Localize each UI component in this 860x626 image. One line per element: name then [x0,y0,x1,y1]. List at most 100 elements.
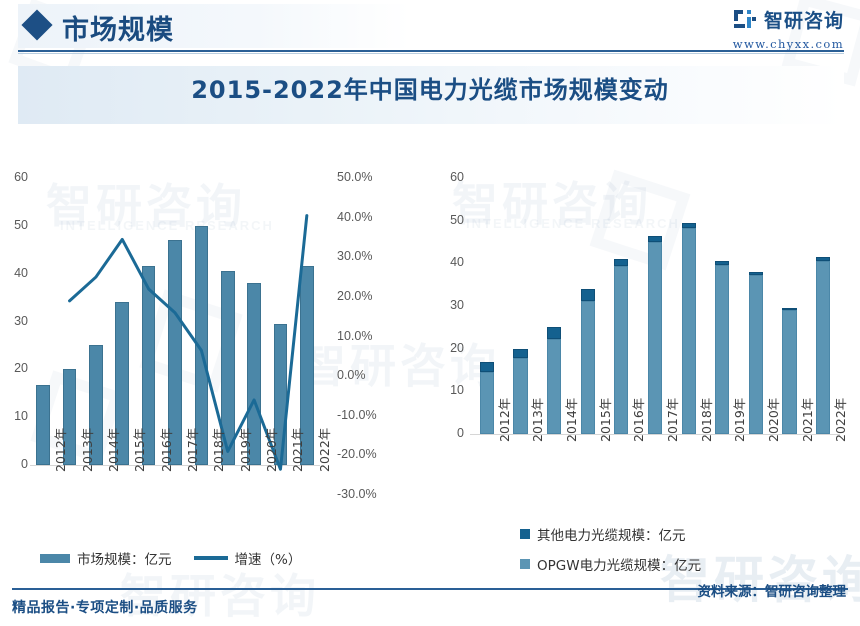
right-chart-legend: 其他电力光缆规模：亿元 OPGW电力光缆规模：亿元 [520,524,723,574]
brand-url[interactable]: www.chyxx.com [732,37,844,51]
y2-tick-label: -30.0% [337,487,377,501]
y-tick-label: 40 [14,265,28,280]
bar-segment-other [782,308,797,311]
x-tick-label: 2018年 [698,397,714,442]
legend-label: 市场规模：亿元 [77,552,172,568]
bar-segment-other [547,327,562,340]
left-chart-panel: 0 10 20 30 40 50 60 -30.0% -20.0% -10.0% 0.0% 10.0… [0,150,420,570]
x-tick-label: 2020年 [264,427,280,472]
legend-square-swatch-icon [520,559,530,569]
bar-segment-opgw [479,371,494,434]
y-tick-label: 30 [14,313,28,328]
bar [220,271,235,465]
bar-segment-opgw [748,275,763,434]
legend-label: OPGW电力光缆规模：亿元 [537,558,702,574]
bar [62,369,77,465]
x-tick-label: 2016年 [631,397,647,442]
y-tick-label: 10 [14,409,28,424]
left-axis-baseline [30,465,320,466]
bar [194,225,209,465]
page-header: 市场规模 智研咨询 www.chyxx.com [0,0,860,56]
bar [89,345,103,465]
x-tick-label: 2021年 [799,397,815,442]
x-tick-label: 2019年 [237,427,253,472]
legend-item-other-cable[interactable]: 其他电力光缆规模：亿元 [520,524,701,544]
x-tick-label: 2022年 [833,397,849,442]
x-tick-label: 2020年 [765,397,781,442]
legend-item-opgw-cable[interactable]: OPGW电力光缆规模：亿元 [520,554,701,574]
bar-segment-opgw [816,260,831,434]
y-tick-label: 50 [450,212,464,227]
y-tick-label: 60 [14,170,28,184]
bar-segment-opgw [614,265,629,434]
header-divider-thin [18,53,844,54]
bar-segment-opgw [580,300,595,434]
header-band [18,4,410,48]
y-tick-label: 60 [450,170,464,184]
title-band [18,66,844,124]
footer-divider [12,588,848,590]
y-tick-label: 40 [450,255,464,270]
x-tick-label: 2013年 [530,397,546,442]
bar-segment-opgw [715,264,730,434]
x-tick-label: 2012年 [53,427,69,472]
y-tick-label: 20 [14,361,28,376]
zhiyan-logo-icon [733,8,757,32]
x-tick-label: 2014年 [564,397,580,442]
right-chart-panel: 0 10 20 30 40 50 60 2012年 2013年 2014年 2015年 2016年 2… [430,150,860,570]
y2-tick-label: -20.0% [337,447,377,462]
bar-segment-other [479,362,494,372]
y2-tick-label: 40.0% [337,209,373,224]
legend-bar-swatch-icon [40,553,70,563]
right-axis-baseline [470,434,840,435]
y-tick-label: 30 [450,298,464,312]
y2-tick-label: 50.0% [337,170,373,184]
x-tick-label: 2012年 [496,397,512,442]
bar [247,283,261,465]
y2-tick-label: 0.0% [337,368,366,383]
bar [299,266,314,465]
y-tick-label: 20 [450,340,464,355]
x-tick-label: 2017年 [665,397,680,442]
y2-tick-label: -10.0% [337,407,377,422]
bar [36,384,51,465]
x-tick-label: 2019年 [732,397,748,442]
bar-segment-other [715,261,730,265]
bar [141,266,156,465]
bar-segment-other [513,348,528,359]
x-tick-label: 2015年 [597,397,613,442]
bar-segment-other [681,222,696,228]
bar-segment-other [748,271,763,276]
legend-square-swatch-icon [520,529,530,539]
legend-line-swatch-icon [193,556,228,560]
x-tick-label: 2017年 [185,427,200,472]
footer-tagline: 精品报告·专项定制·品质服务 [12,600,198,616]
y-tick-label: 50 [14,217,28,232]
bar-segment-opgw [547,339,562,434]
legend-item-market-size[interactable]: 市场规模：亿元 [40,548,172,568]
x-tick-label: 2018年 [211,427,227,472]
left-chart-legend: 市场规模：亿元 增速（%） [40,548,323,568]
y2-tick-label: 20.0% [337,288,373,303]
growth-line-path [68,214,309,471]
brand-block: 智研咨询 www.chyxx.com [733,6,844,51]
legend-item-growth-rate[interactable]: 增速（%） [193,548,301,568]
legend-label: 其他电力光缆规模：亿元 [537,528,686,544]
x-tick-label: 2021年 [290,427,306,472]
bar-segment-other [580,288,595,301]
bar-segment-other [816,256,831,261]
y-tick-label: 0 [457,426,464,440]
bar-segment-opgw [782,310,797,434]
bar [168,240,182,465]
y-tick-label: 10 [450,383,464,398]
y-tick-label: 0 [21,457,28,471]
bar-segment-opgw [513,358,528,434]
x-tick-label: 2013年 [79,427,95,472]
bar [115,302,130,465]
bar-segment-opgw [681,227,696,434]
header-divider [18,50,844,52]
x-tick-label: 2015年 [132,427,148,472]
bar-segment-opgw [647,242,663,434]
y2-tick-label: 10.0% [337,328,373,343]
y2-tick-label: 30.0% [337,249,373,264]
